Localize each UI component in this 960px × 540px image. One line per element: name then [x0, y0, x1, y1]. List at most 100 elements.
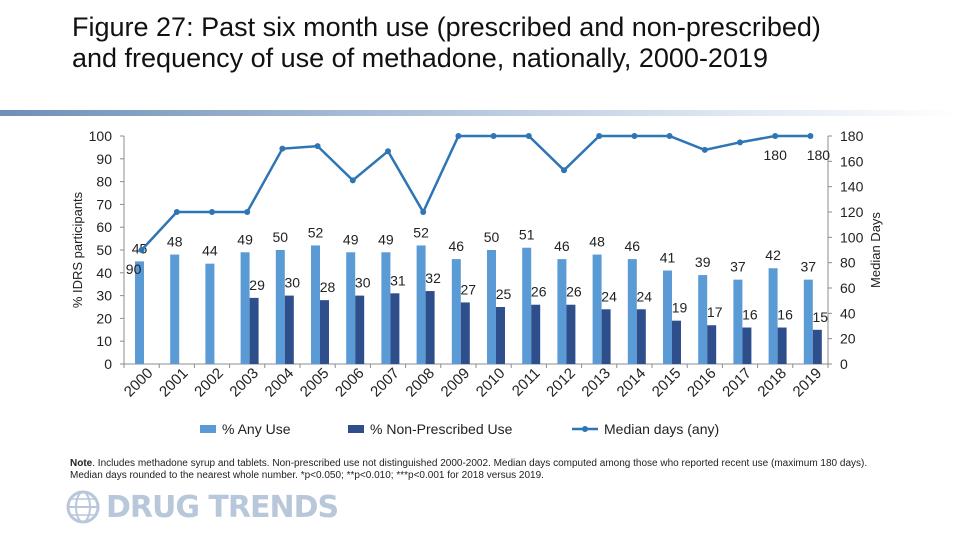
bar-label-non-prescribed: 24	[637, 288, 653, 304]
x-tick-label: 2016	[684, 365, 720, 401]
bar-any-use	[416, 245, 426, 364]
bar-label-non-prescribed: 31	[390, 272, 406, 288]
bar-label-any-use: 42	[765, 247, 781, 263]
bar-non-prescribed	[742, 327, 752, 364]
bar-label-non-prescribed: 24	[601, 288, 617, 304]
bar-label-non-prescribed: 19	[672, 300, 688, 316]
median-days-point	[631, 133, 638, 139]
x-tick-label: 2007	[367, 365, 403, 401]
median-days-point	[525, 133, 532, 139]
median-days-point	[596, 133, 603, 139]
bar-any-use	[205, 263, 215, 364]
bar-label-any-use: 44	[202, 243, 218, 259]
x-tick-label: 2001	[156, 365, 192, 401]
bar-non-prescribed	[707, 325, 717, 364]
bar-label-any-use: 46	[625, 238, 641, 254]
y-tick-label: 20	[96, 310, 112, 326]
y2-tick-label: 80	[840, 255, 856, 271]
median-days-point	[385, 148, 391, 155]
median-days-point	[490, 133, 497, 139]
median-days-point	[349, 177, 356, 184]
title-divider	[0, 110, 960, 116]
x-tick-label: 2018	[754, 365, 790, 401]
x-tick-label: 2019	[790, 365, 826, 401]
bar-label-any-use: 37	[730, 259, 746, 275]
drug-trends-logo: DRUG TRENDS	[66, 490, 339, 525]
y-tick-label: 70	[96, 196, 112, 212]
bar-label-non-prescribed: 15	[813, 309, 829, 325]
bar-label-non-prescribed: 28	[320, 279, 336, 295]
median-days-label: 180	[807, 147, 831, 163]
bar-label-any-use: 46	[449, 238, 465, 254]
bar-non-prescribed	[355, 295, 365, 364]
page-title: Figure 27: Past six month use (prescribe…	[72, 12, 821, 73]
bar-any-use	[135, 261, 144, 364]
bar-label-any-use: 50	[273, 229, 289, 245]
median-days-point	[279, 145, 286, 152]
y-axis-title: % IDRS participants	[70, 191, 85, 308]
bar-label-non-prescribed: 16	[777, 307, 793, 323]
bar-label-any-use: 52	[413, 224, 429, 240]
y2-tick-label: 100	[840, 229, 864, 245]
bar-label-any-use: 48	[589, 234, 605, 250]
y-tick-label: 30	[96, 288, 112, 304]
bar-any-use	[698, 275, 708, 364]
bar-any-use	[592, 254, 602, 364]
bar-label-non-prescribed: 32	[425, 270, 441, 286]
x-tick-label: 2015	[649, 365, 685, 401]
bar-label-any-use: 49	[237, 231, 253, 247]
y2-tick-label: 60	[840, 280, 856, 296]
y2-tick-label: 140	[840, 179, 864, 195]
legend-swatch-any-use	[200, 425, 216, 433]
y2-tick-label: 160	[840, 153, 864, 169]
bar-non-prescribed	[531, 304, 541, 364]
median-days-point	[314, 143, 321, 150]
median-days-point	[138, 247, 145, 253]
bar-non-prescribed	[425, 291, 435, 364]
x-tick-label: 2008	[402, 365, 438, 401]
bar-non-prescribed	[284, 295, 294, 364]
bar-label-non-prescribed: 25	[496, 286, 512, 302]
globe-logo-icon	[66, 490, 100, 524]
bar-any-use	[663, 270, 672, 364]
y-tick-label: 10	[96, 333, 112, 349]
bar-label-any-use: 41	[660, 250, 676, 266]
legend-label-any-use: % Any Use	[222, 421, 291, 437]
median-days-point	[772, 133, 779, 139]
bar-label-any-use: 49	[343, 231, 359, 247]
y-tick-label: 0	[104, 356, 112, 372]
bar-any-use	[627, 259, 637, 364]
median-days-point	[701, 146, 708, 153]
x-tick-label: 2012	[543, 365, 579, 401]
legend-label-median-days: Median days (any)	[604, 421, 719, 437]
median-days-point	[666, 133, 673, 139]
bar-label-any-use: 39	[695, 254, 711, 270]
x-tick-label: 2005	[297, 365, 333, 401]
bar-any-use	[557, 259, 567, 364]
median-days-point	[561, 167, 567, 174]
bar-any-use	[240, 252, 250, 364]
x-tick-label: 2000	[121, 365, 157, 401]
bar-label-non-prescribed: 29	[249, 277, 265, 293]
bar-any-use	[733, 279, 743, 364]
bar-non-prescribed	[460, 302, 470, 364]
median-days-point	[244, 209, 251, 215]
bar-any-use	[311, 245, 320, 364]
bar-label-non-prescribed: 17	[707, 304, 723, 320]
x-tick-label: 2004	[262, 365, 298, 401]
x-tick-label: 2002	[191, 365, 227, 401]
bar-non-prescribed	[390, 293, 400, 364]
y2-axis-title: Median Days	[868, 212, 883, 288]
bar-non-prescribed	[566, 304, 576, 364]
bar-label-non-prescribed: 26	[531, 284, 547, 300]
x-tick-label: 2011	[509, 365, 544, 400]
y2-tick-label: 120	[840, 204, 864, 220]
bar-label-non-prescribed: 30	[285, 275, 301, 291]
bar-label-any-use: 46	[554, 238, 570, 254]
median-days-point	[173, 209, 180, 215]
x-tick-label: 2014	[614, 365, 650, 401]
legend-swatch-non-prescribed	[348, 425, 364, 433]
bar-non-prescribed	[249, 297, 259, 364]
median-days-point	[209, 209, 215, 215]
bar-non-prescribed	[601, 309, 611, 364]
